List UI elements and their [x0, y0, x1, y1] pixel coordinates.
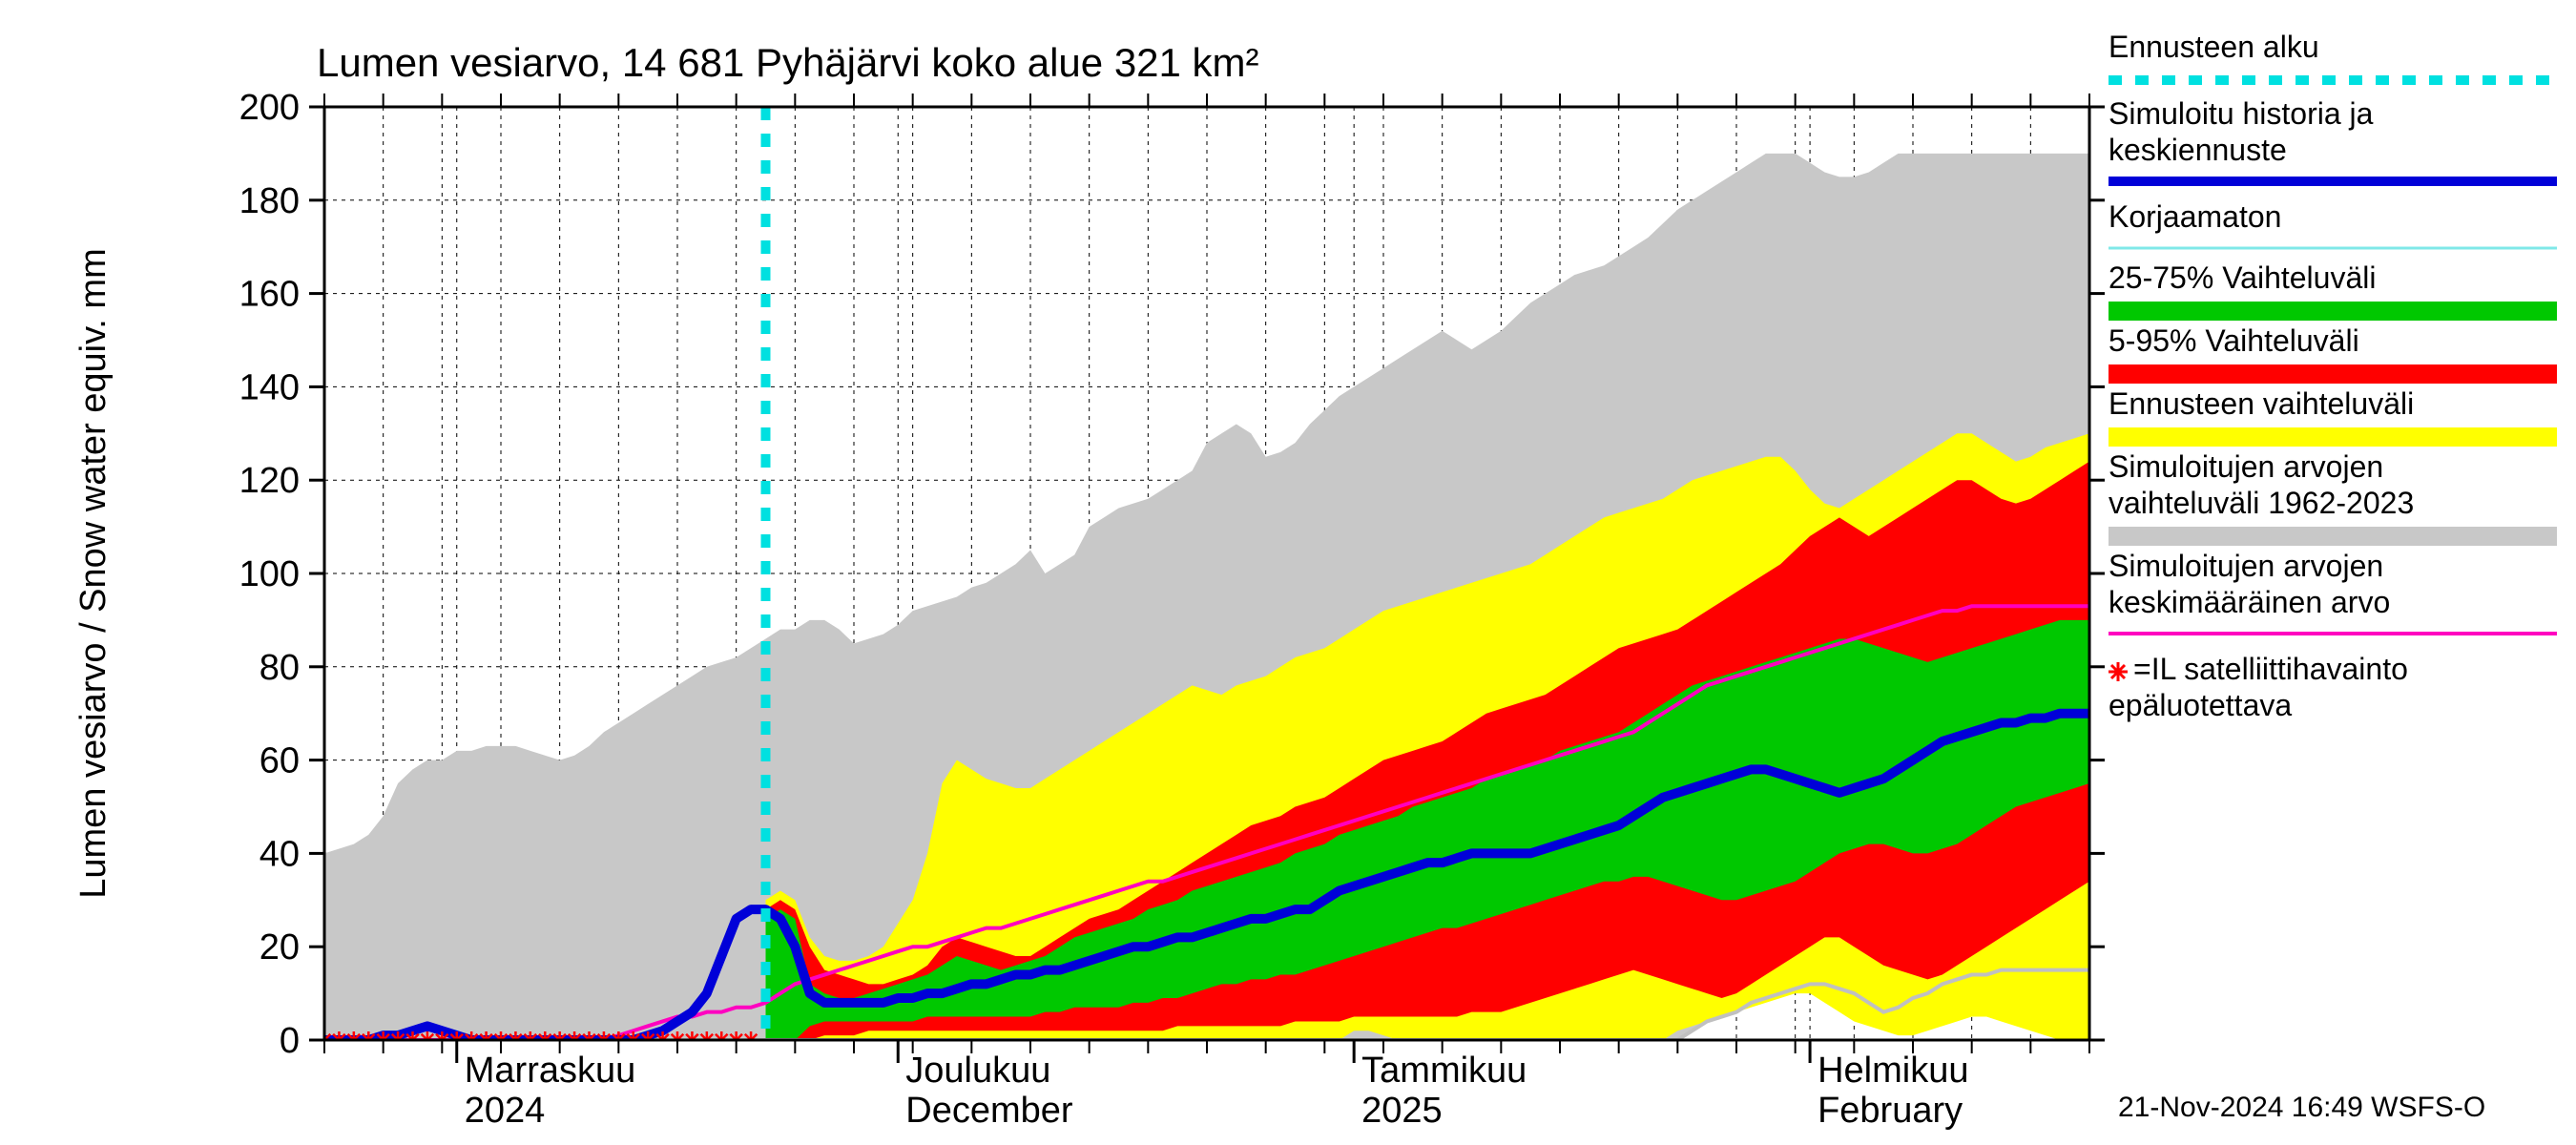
month-sublabel: 2024	[465, 1091, 546, 1131]
month-label: Helmikuu	[1818, 1051, 1968, 1091]
legend-label: Korjaamaton	[2109, 199, 2281, 234]
legend-label: Ennusteen alku	[2109, 30, 2319, 64]
month-label: Marraskuu	[465, 1051, 636, 1091]
y-tick-label: 180	[239, 181, 300, 221]
legend-label: Simuloitujen arvojen	[2109, 449, 2383, 484]
y-tick-label: 40	[260, 834, 300, 874]
legend-label: 5-95% Vaihteluväli	[2109, 323, 2359, 358]
month-sublabel: 2025	[1361, 1091, 1443, 1131]
y-tick-label: 160	[239, 275, 300, 315]
y-tick-label: 20	[260, 927, 300, 968]
y-tick-label: 100	[239, 554, 300, 594]
legend-label: 25-75% Vaihteluväli	[2109, 260, 2376, 295]
legend-label: Ennusteen vaihteluväli	[2109, 386, 2414, 421]
month-sublabel: February	[1818, 1091, 1963, 1131]
legend-label: keskiennuste	[2109, 133, 2287, 167]
chart-footer: 21-Nov-2024 16:49 WSFS-O	[2118, 1092, 2485, 1123]
month-label: Tammikuu	[1361, 1051, 1527, 1091]
y-tick-label: 60	[260, 741, 300, 781]
legend-label: Simuloitujen arvojen	[2109, 549, 2383, 583]
y-tick-label: 140	[239, 367, 300, 407]
legend-label: keskimääräinen arvo	[2109, 585, 2390, 619]
legend-label: vaihteluväli 1962-2023	[2109, 486, 2414, 520]
chart-title: Lumen vesiarvo, 14 681 Pyhäjärvi koko al…	[317, 40, 1259, 85]
legend-label: =IL satelliittihavainto	[2133, 652, 2408, 686]
legend-sat-icon	[2109, 662, 2128, 681]
month-sublabel: December	[905, 1091, 1073, 1131]
y-tick-label: 200	[239, 88, 300, 128]
y-tick-label: 120	[239, 461, 300, 501]
month-label: Joulukuu	[905, 1051, 1050, 1091]
y-tick-label: 0	[280, 1021, 300, 1061]
y-axis-label: Lumen vesiarvo / Snow water equiv. mm	[73, 248, 114, 898]
legend-label: epäluotettava	[2109, 688, 2292, 722]
y-tick-label: 80	[260, 648, 300, 688]
legend-label: Simuloitu historia ja	[2109, 96, 2374, 131]
